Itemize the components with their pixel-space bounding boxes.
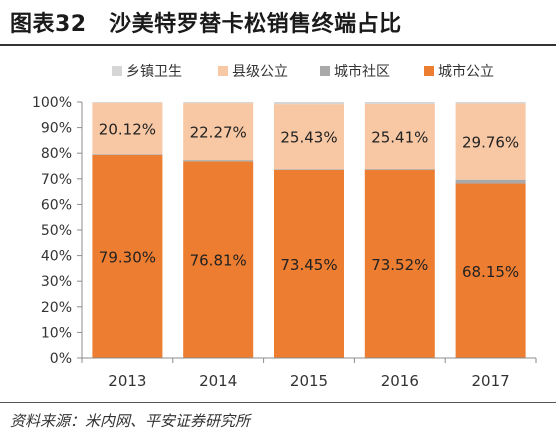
x-axis: 2013 2014 2015 2016 2017 [81, 357, 537, 390]
figure-title-bar: 图表32 沙美特罗替卡松销售终端占比 [0, 0, 556, 40]
x-tick-label: 2016 [381, 372, 419, 390]
y-tick-label: 90% [41, 121, 72, 137]
source-divider [0, 402, 556, 403]
bar-segment-series-2-2014 [183, 160, 254, 162]
bar-segment-series-4-2015 [274, 102, 344, 105]
x-tick-label: 2015 [290, 372, 328, 390]
legend-swatch-series-4 [424, 66, 434, 76]
x-tick-label: 2013 [108, 372, 146, 390]
y-axis: 0% 10% 20% 30% 40% 50% 60% 70% 80% 90% 100% [32, 95, 83, 367]
stacked-bar-chart: 乡镇卫生 县级公立 城市社区 城市公立 0% 10% 20% 30% 40% 50% 60% 70%… [32, 63, 537, 390]
legend-label-series-2: 县级公立 [232, 64, 288, 80]
bar-segment-series-2-2013 [92, 154, 163, 155]
bar-segment-series-4-2013 [92, 102, 163, 103]
figure-title: 图表32 沙美特罗替卡松销售终端占比 [10, 12, 402, 37]
y-tick-label: 80% [41, 146, 72, 162]
bar-segment-series-1-2017 [455, 183, 526, 358]
legend-label-series-1: 乡镇卫生 [126, 64, 182, 80]
bar-segment-series-1-2016 [364, 169, 435, 358]
data-label-series-3-2017: 29.76% [462, 134, 519, 152]
bar-segment-series-3-2017 [455, 103, 526, 180]
data-label-series-1-2015: 73.45% [280, 256, 337, 274]
y-tick-label: 10% [41, 325, 72, 341]
legend-swatch-series-2 [218, 66, 228, 76]
y-tick-label: 20% [41, 300, 72, 316]
source-note: 资料来源：米内网、平安证券研究所 [10, 412, 251, 430]
bar-segment-series-1-2015 [274, 169, 344, 358]
data-label-series-3-2013: 20.12% [99, 120, 156, 138]
data-label-series-1-2014: 76.81% [190, 252, 247, 270]
y-tick-label: 0% [50, 351, 72, 367]
title-divider [0, 44, 556, 46]
bar-segment-series-4-2016 [364, 102, 435, 104]
x-tick-label: 2014 [199, 372, 237, 390]
data-label-series-3-2015: 25.43% [280, 129, 337, 147]
y-tick-label: 50% [41, 223, 72, 239]
y-tick-label: 100% [32, 95, 72, 111]
bar-segment-series-3-2015 [274, 104, 344, 170]
y-tick-label: 40% [41, 249, 72, 265]
bar-segment-series-4-2017 [455, 102, 526, 104]
y-tick-label: 30% [41, 274, 72, 290]
data-labels: 79.30% 20.12% 76.81% 22.27% 73.45% 25.43% 73.5… [99, 120, 519, 280]
bar-segment-series-2-2017 [455, 179, 526, 184]
bar-segment-series-2-2015 [274, 169, 344, 170]
bar-segment-series-4-2014 [183, 102, 254, 104]
y-tick-label: 70% [41, 172, 72, 188]
bar-segment-series-3-2016 [364, 103, 435, 170]
x-tick-label: 2017 [472, 372, 510, 390]
y-tick-label: 60% [41, 197, 72, 213]
legend-swatch-series-1 [112, 66, 122, 76]
bar-segment-series-1-2013 [92, 154, 163, 358]
bar-segment-series-1-2014 [183, 161, 254, 358]
bar-segment-series-3-2013 [92, 102, 163, 155]
bars [92, 102, 526, 358]
chart-legend: 乡镇卫生 县级公立 城市社区 城市公立 [112, 63, 494, 80]
data-label-series-1-2013: 79.30% [99, 248, 156, 266]
data-label-series-3-2014: 22.27% [190, 124, 247, 142]
legend-label-series-3: 城市社区 [334, 63, 390, 80]
data-label-series-3-2016: 25.41% [371, 128, 428, 146]
bar-segment-series-3-2014 [183, 103, 254, 161]
data-label-series-1-2017: 68.15% [462, 263, 519, 281]
bar-segment-series-2-2016 [364, 169, 435, 170]
legend-label-series-4: 城市公立 [438, 63, 494, 80]
data-label-series-1-2016: 73.52% [371, 256, 428, 274]
legend-swatch-series-3 [320, 66, 330, 76]
